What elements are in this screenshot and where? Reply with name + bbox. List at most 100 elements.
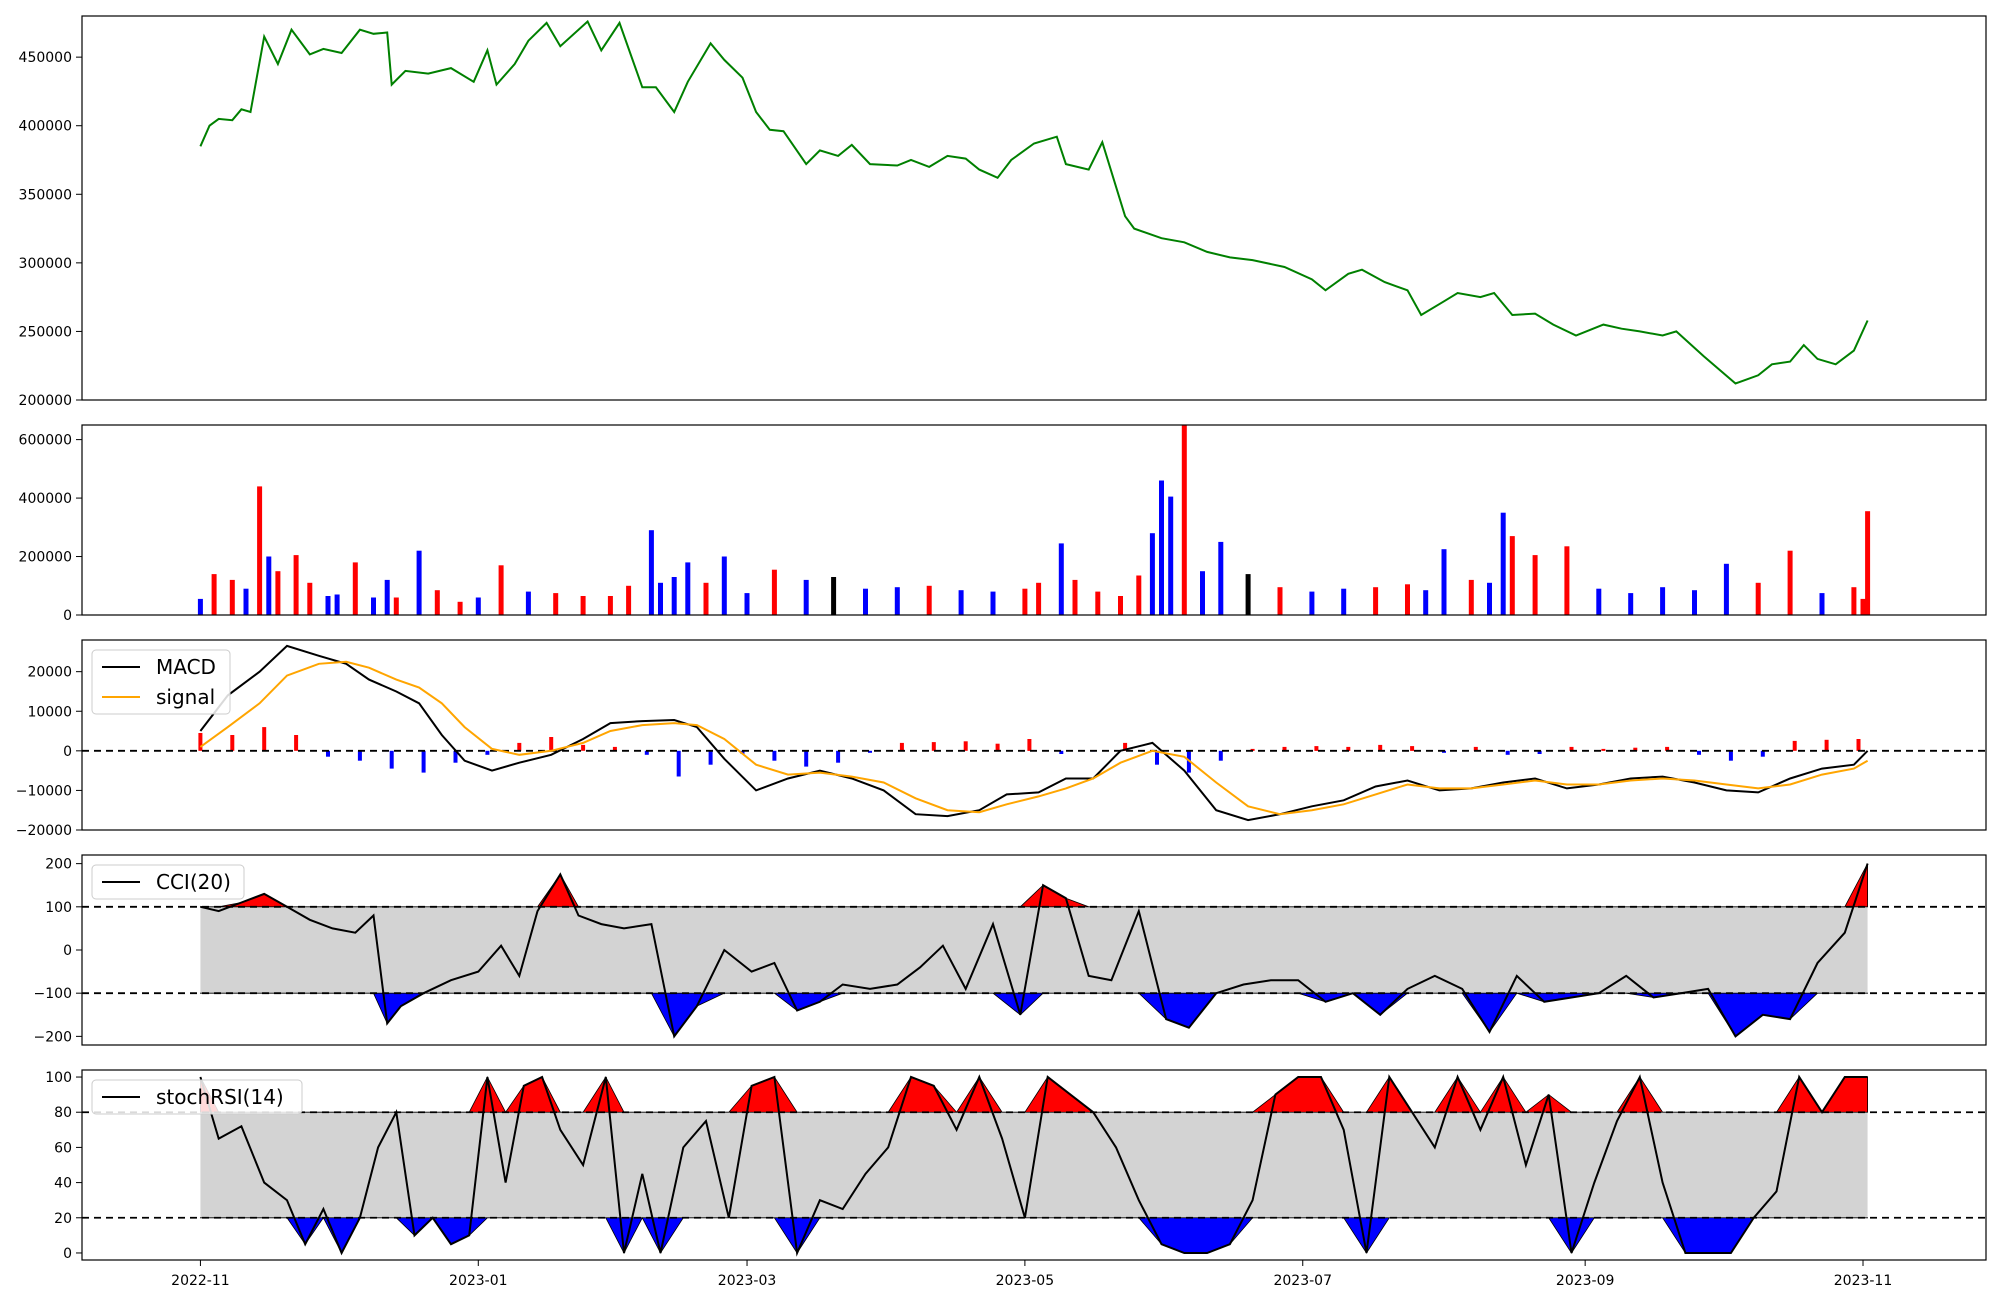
macd-histogram-bar [1282,746,1287,751]
volume-bar [1200,571,1205,615]
macd-histogram-bar [357,750,362,761]
volume-bar [1723,563,1729,615]
y-tick-label: 80 [54,1105,72,1121]
x-tick-label: 2022-11 [171,1273,230,1289]
volume-bar [1405,584,1410,615]
volume-bar [990,591,996,615]
volume-bar [1860,598,1866,615]
macd-histogram-bar [1378,744,1383,751]
y-tick-label: −10000 [16,783,72,799]
volume-bar [626,585,632,615]
volume-bar [266,556,272,615]
macd-histogram-bar [836,750,841,763]
volume-bar [1277,587,1283,615]
macd-histogram-bar [1410,746,1415,751]
volume-bar [243,588,249,615]
volume-bar [1509,536,1515,615]
volume-bar [1181,425,1187,615]
oscillator-line [200,863,1869,1039]
volume-bar [434,590,440,615]
y-tick-label: 0 [63,943,72,959]
macd-histogram-bar [1059,750,1064,754]
macd-histogram-bar [1601,748,1606,751]
macd-histogram-bar [1697,750,1701,755]
y-tick-label: −200 [34,1029,72,1045]
volume-bar [1660,587,1666,615]
macd-histogram-bar [1792,740,1797,751]
volume-bar [703,582,709,615]
volume-bar [1118,596,1123,615]
macd-histogram-bar [1505,750,1510,755]
macd-histogram-bar [1728,750,1733,761]
volume-bar [307,582,313,615]
volume-bar [926,585,932,615]
macd-histogram-bar [804,750,809,767]
macd-histogram-bar [1155,750,1159,765]
volume-bar [1787,550,1793,615]
volume-bar [1487,582,1492,615]
macd-histogram-bar [1856,739,1861,751]
legend-box [91,1079,303,1115]
macd-histogram-bar [612,746,617,751]
x-tick-label: 2023-09 [1556,1273,1615,1289]
macd-histogram-bar [931,742,936,751]
macd-histogram-bar [868,750,872,753]
panel-frame [81,15,1987,401]
macd-histogram-bar [1537,750,1542,754]
volume-bar [1136,575,1142,615]
macd-histogram-bar [1473,746,1478,751]
volume-bar [325,596,331,615]
volume-bar [1596,588,1602,615]
panel-frame [81,639,1987,831]
y-tick-label: 20000 [27,665,72,681]
volume-bar [293,555,299,615]
y-tick-label: 0 [63,744,72,760]
macd-histogram-bar [517,742,522,751]
volume-bar [1532,555,1538,615]
x-tick-label: 2023-11 [1834,1273,1893,1289]
macd-histogram-bar [1633,747,1638,751]
y-tick-label: 200 [45,857,72,873]
legend-box [91,864,245,900]
y-tick-label: 200000 [19,393,72,409]
volume-bar [197,598,203,615]
macd-histogram-bar [708,750,713,765]
y-tick-label: 0 [63,608,72,624]
volume-bar [1851,587,1857,615]
legend-label: CCI(20) [156,870,231,894]
y-tick-label: 60 [54,1140,72,1156]
volume-bar [803,579,809,615]
macd-histogram-bar [230,735,235,751]
volume-bar [771,569,777,615]
volume-bar [1022,588,1028,615]
macd-histogram-bar [581,744,586,751]
volume-bar [1095,591,1101,615]
volume-bar [475,597,481,615]
y-tick-label: 450000 [19,50,72,66]
volume-bar [1036,582,1042,615]
frames-layer [76,15,1987,1266]
macd-histogram-bar [549,737,554,751]
panel-frame [81,424,1987,616]
legend: stochRSI(14) [91,1079,303,1115]
volume-bar [498,565,504,615]
volume-bar [1500,512,1506,615]
volume-bar [211,574,217,615]
volume-bar [457,601,463,615]
y-tick-label: 100 [45,1070,72,1086]
macd-histogram-bar [1250,748,1255,751]
legend-label: stochRSI(14) [156,1085,284,1109]
price-line [199,19,1869,385]
volume-bar [894,587,900,615]
y-tick-label: 40 [54,1176,72,1192]
volume-bar [1373,587,1379,615]
volume-bar [1058,543,1064,615]
volume-bar [553,593,559,615]
panel-frame [81,1069,1987,1261]
macd-histogram-bar [963,741,968,751]
overbought-fill [200,1076,1868,1113]
volume-bar [416,550,422,615]
legend-label: MACD [156,655,216,679]
volume-bar [1819,593,1825,615]
